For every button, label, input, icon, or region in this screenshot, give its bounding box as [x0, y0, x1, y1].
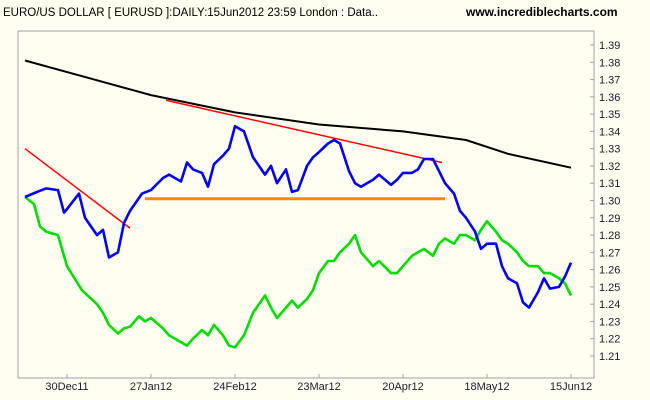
y-tick-label: 1.22	[599, 334, 620, 346]
plot-frame	[17, 30, 595, 379]
series-group	[24, 59, 573, 349]
y-tick-label: 1.27	[599, 247, 620, 259]
y-axis: 1.39 1.38 1.37 1.36 1.35 1.34 1.33 1.32 1.31 1.30…	[590, 40, 620, 363]
y-tick-label: 1.26	[599, 265, 620, 277]
x-tick-label: 18May12	[464, 381, 509, 393]
plot-area	[17, 30, 595, 379]
y-tick-label: 1.37	[599, 75, 620, 87]
y-tick-label: 1.28	[599, 230, 620, 242]
comparison-line	[24, 195, 573, 349]
x-tick-label: 24Feb12	[213, 381, 256, 393]
annotations	[24, 99, 445, 229]
y-tick-label: 1.38	[599, 57, 620, 69]
source-url[interactable]: www.incrediblecharts.com	[465, 5, 618, 19]
moving-average-line	[24, 59, 572, 169]
x-tick-label: 27Jan12	[130, 381, 172, 393]
y-tick-label: 1.25	[599, 282, 620, 294]
price-line	[24, 124, 573, 309]
y-tick-label: 1.21	[599, 351, 620, 363]
y-tick-label: 1.23	[599, 316, 620, 328]
x-tick-label: 15Jun12	[550, 381, 592, 393]
y-tick-label: 1.32	[599, 161, 620, 173]
x-axis: 30Dec11 27Jan12 24Feb12 23Mar12 20Apr12 18May…	[45, 374, 592, 393]
y-tick-label: 1.24	[599, 299, 620, 311]
y-tick-label: 1.34	[599, 126, 620, 138]
y-tick-label: 1.36	[599, 92, 620, 104]
trendline	[24, 148, 131, 229]
x-tick-label: 20Apr12	[382, 381, 424, 393]
x-tick-label: 30Dec11	[45, 381, 88, 393]
y-tick-label: 1.31	[599, 178, 620, 190]
trendline	[165, 99, 443, 164]
y-tick-label: 1.33	[599, 144, 620, 156]
y-tick-label: 1.30	[599, 196, 620, 208]
y-tick-label: 1.39	[599, 40, 620, 52]
y-tick-label: 1.35	[599, 109, 620, 121]
x-tick-label: 23Mar12	[297, 381, 340, 393]
chart-title: EURO/US DOLLAR [ EURUSD ]:DAILY:15Jun201…	[3, 7, 378, 19]
y-tick-label: 1.29	[599, 213, 620, 225]
